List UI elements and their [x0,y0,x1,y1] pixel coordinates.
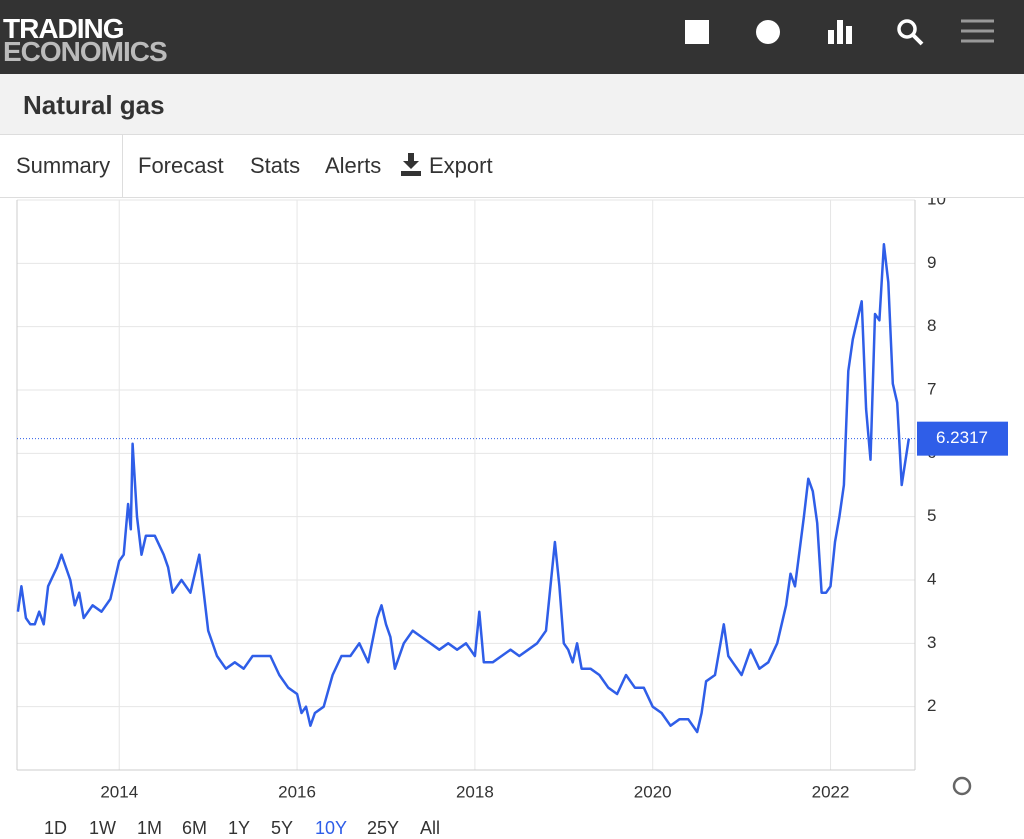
active-tab-bg [0,135,123,197]
logo-bottom[interactable]: ECONOMICS [3,36,168,67]
range-button[interactable]: 1M [137,818,163,838]
last-value-label: 6.2317 [936,428,988,447]
menu-icon[interactable] [961,19,994,43]
tab[interactable]: Stats [250,153,301,178]
y-tick-label: 9 [927,253,936,272]
tabs: Summary Forecast Stats Alerts Export [0,135,1024,198]
calendar-icon[interactable] [685,20,709,44]
x-tick-label: 2016 [278,782,316,801]
y-tick-label: 2 [927,696,936,715]
tab[interactable]: Export [429,153,493,178]
x-tick-label: 2022 [812,782,850,801]
page-title: Natural gas [23,90,165,120]
last-value-box [917,421,1008,456]
y-tick-label: 8 [927,316,936,335]
range-button[interactable]: 6M [182,818,208,838]
chart: 2345678910201420162018202020226.2317 [16,198,1008,801]
range-button[interactable]: 1D [44,818,68,838]
y-tick-label: 4 [927,569,936,588]
range-button[interactable]: 25Y [367,818,400,838]
range-button[interactable]: 10Y [315,818,348,838]
header-icons [685,19,994,46]
logo-top[interactable]: TRADING [3,13,125,44]
range-button[interactable]: All [420,818,441,838]
tab[interactable]: Alerts [325,153,382,178]
x-tick-label: 2014 [100,782,138,801]
y-tick-label: 5 [927,506,936,525]
y-tick-label: 7 [927,379,936,398]
download-icon [401,153,421,176]
tab[interactable]: Forecast [138,153,224,178]
chart-icon[interactable] [828,20,852,44]
settings-icon[interactable] [952,776,972,796]
title-bar: Natural gas [0,74,1024,135]
globe-icon[interactable] [756,20,780,44]
y-tick-label: 10 [927,198,946,208]
tab[interactable]: Summary [16,153,111,178]
header: TRADING ECONOMICS [0,0,1024,74]
range-button[interactable]: 1W [89,818,116,838]
range-button[interactable]: 1Y [228,818,251,838]
range-button[interactable]: 5Y [271,818,294,838]
x-tick-label: 2020 [634,782,672,801]
y-tick-label: 3 [927,633,936,652]
price-line [16,243,911,734]
search-icon[interactable] [897,19,924,46]
x-tick-label: 2018 [456,782,494,801]
